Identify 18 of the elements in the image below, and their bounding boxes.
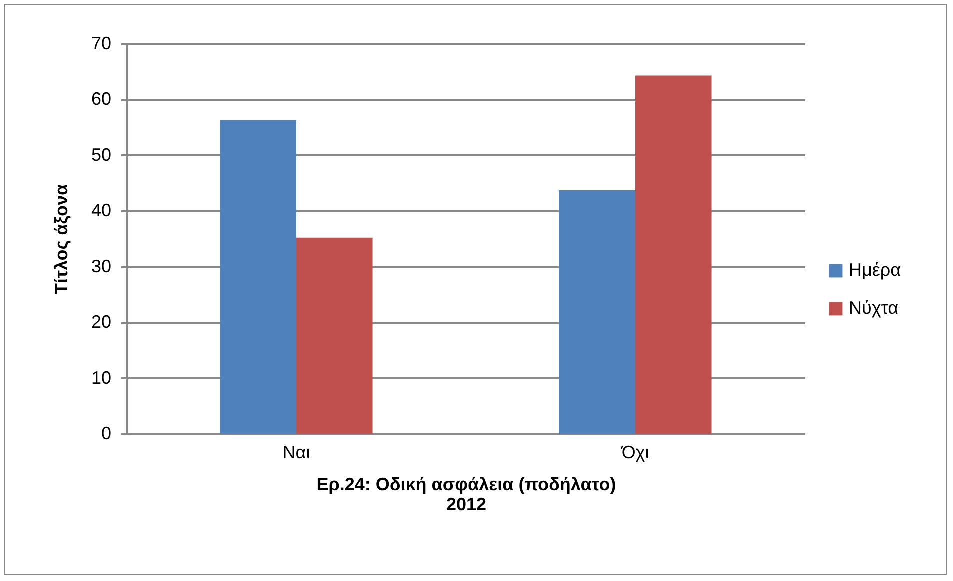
y-axis-title: Τίτλος άξονα: [51, 184, 72, 295]
x-axis-title: Ερ.24: Οδική ασφάλεια (ποδήλατο) 2012: [316, 474, 616, 514]
bar: [636, 76, 712, 434]
y-tick-label: 60: [91, 89, 112, 110]
bar: [559, 190, 636, 434]
x-tick-label: Ναι: [282, 442, 310, 462]
bar: [220, 120, 296, 434]
y-tick-label: 50: [91, 144, 112, 165]
y-tick-label: 20: [91, 312, 112, 332]
legend-label: Νύχτα: [849, 298, 899, 318]
y-tick-label: 40: [91, 200, 112, 221]
y-tick-label: 10: [91, 368, 112, 388]
y-tick-label: 70: [91, 34, 112, 54]
bar: [296, 238, 373, 434]
x-tick-label: Όχι: [620, 442, 650, 462]
y-tick-label: 0: [101, 424, 112, 444]
y-tick-label: 30: [91, 256, 112, 276]
legend-label: Ημέρα: [849, 260, 902, 280]
